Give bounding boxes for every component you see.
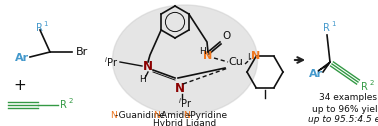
Text: R: R — [36, 23, 43, 33]
Text: up to 95.5:4.5 e.r.: up to 95.5:4.5 e.r. — [308, 116, 378, 124]
Polygon shape — [318, 62, 330, 71]
Text: 34 examples: 34 examples — [319, 93, 377, 102]
Text: Br: Br — [76, 47, 88, 57]
Text: Hybrid Ligand: Hybrid Ligand — [153, 119, 217, 126]
Text: H: H — [139, 75, 146, 85]
Text: 2: 2 — [370, 80, 374, 86]
Text: -Pyridine: -Pyridine — [187, 112, 228, 120]
Text: H: H — [198, 46, 205, 55]
Text: I: I — [247, 53, 249, 61]
Text: O: O — [222, 31, 230, 41]
Text: -Amide: -Amide — [158, 112, 192, 120]
Text: 1: 1 — [331, 21, 336, 27]
Text: N: N — [183, 112, 189, 120]
Text: N: N — [175, 82, 185, 94]
Text: 1: 1 — [43, 21, 48, 27]
Text: N: N — [153, 112, 160, 120]
Text: R: R — [361, 82, 368, 92]
Text: N: N — [143, 59, 153, 72]
Text: +: + — [14, 77, 26, 92]
Text: N: N — [251, 51, 260, 61]
Text: Ar: Ar — [309, 69, 323, 79]
Text: Cu: Cu — [229, 57, 243, 67]
Text: Ar: Ar — [15, 53, 29, 63]
Text: R: R — [60, 100, 67, 110]
Ellipse shape — [113, 5, 257, 115]
Text: R: R — [323, 23, 330, 33]
Text: N: N — [110, 112, 117, 120]
Text: $^{i}$Pr: $^{i}$Pr — [104, 55, 118, 69]
Text: -Guanidine: -Guanidine — [115, 112, 168, 120]
Text: 2: 2 — [69, 98, 73, 104]
Text: N: N — [203, 51, 212, 61]
Text: up to 96% yield: up to 96% yield — [312, 104, 378, 114]
Text: $^{i}$Pr: $^{i}$Pr — [178, 96, 192, 110]
